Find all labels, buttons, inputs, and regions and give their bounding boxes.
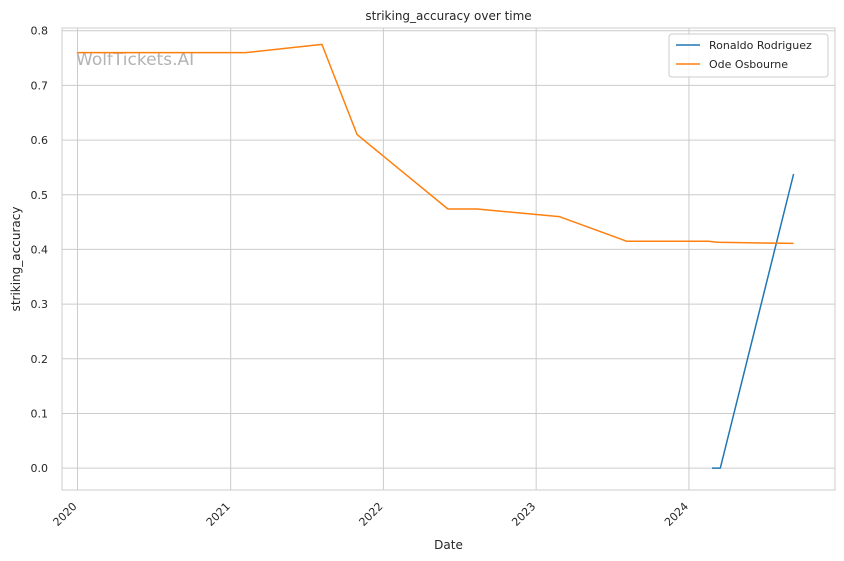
y-tick-label: 0.5 xyxy=(31,189,49,202)
y-tick-label: 0.3 xyxy=(31,298,49,311)
x-axis-label: Date xyxy=(434,538,463,552)
gridlines xyxy=(62,28,835,490)
series-line-1 xyxy=(712,173,795,469)
y-tick-label: 0.8 xyxy=(31,25,49,38)
legend: Ronaldo Rodriguez Ode Osbourne xyxy=(668,33,829,78)
watermark-text: WolfTickets.AI xyxy=(76,50,194,70)
y-tick-label: 0.1 xyxy=(31,407,49,420)
y-tick-label: 0.4 xyxy=(31,243,49,256)
plot-frame xyxy=(61,27,836,491)
legend-label: Ronaldo Rodriguez xyxy=(709,39,812,52)
y-tick-label: 0.0 xyxy=(31,462,49,475)
series-lines xyxy=(77,43,795,469)
y-tick-label: 0.7 xyxy=(31,79,49,92)
chart-title: striking_accuracy over time xyxy=(365,9,531,23)
legend-box xyxy=(668,33,829,78)
legend-label: Ode Osbourne xyxy=(709,58,788,71)
legend-items: Ronaldo Rodriguez Ode Osbourne xyxy=(676,39,812,71)
y-tick-label: 0.2 xyxy=(31,353,49,366)
series-line-2 xyxy=(77,43,794,245)
y-tick-label: 0.6 xyxy=(31,134,49,147)
y-axis-label: striking_accuracy xyxy=(9,207,23,312)
